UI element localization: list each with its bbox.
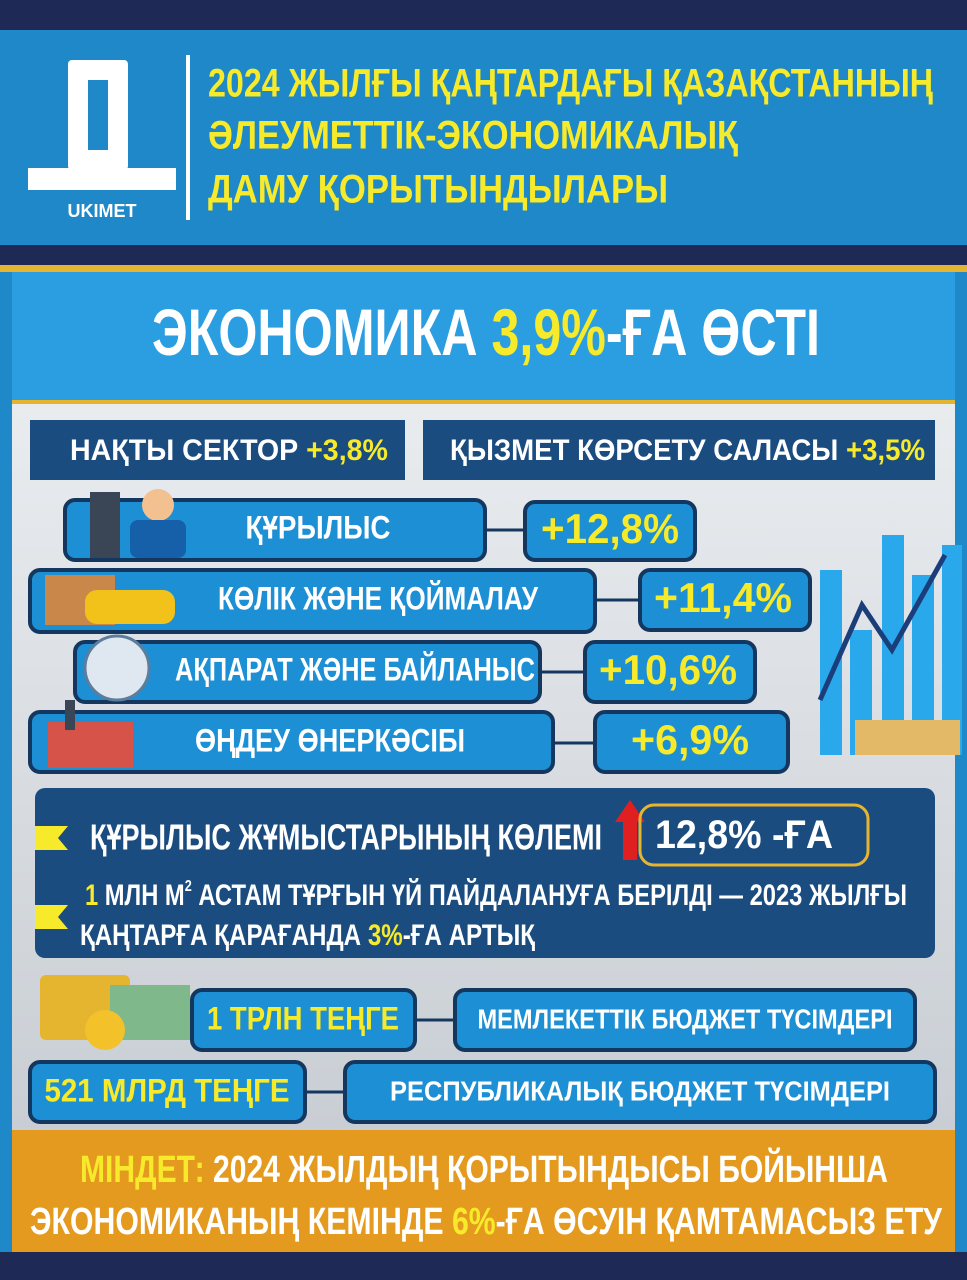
housing-text: АСТАМ ТҰРҒЫН ҮЙ ПАЙДАЛАНУҒА БЕРІЛДІ — 20… <box>192 878 907 912</box>
budget-amount: 521 МЛРД ТЕҢГЕ <box>45 1072 290 1108</box>
arrow-up <box>615 800 645 860</box>
divider <box>0 245 967 265</box>
headline-band <box>12 272 955 400</box>
volume-box <box>638 803 870 867</box>
volume-label: ҚҰРЫЛЫС ЖҰМЫСТАРЫНЫҢ КӨЛЕМІ <box>90 817 602 858</box>
title-line: 2024 ЖЫЛҒЫ ҚАҢТАРДАҒЫ ҚАЗАҚСТАННЫҢ <box>208 62 933 106</box>
industry-value: +12,8% <box>541 505 679 552</box>
housing-line: ҚАҢТАРҒА ҚАРАҒАНДА 3%-ҒА АРТЫҚ <box>80 919 536 952</box>
sector: ҚЫЗМЕТ КӨРСЕТУ САЛАСЫ +3,5% <box>450 434 925 467</box>
flag <box>35 826 68 850</box>
goal-line: ЭКОНОМИКАНЫҢ КЕМІНДЕ 6%-ҒА ӨСУІН ҚАМТАМА… <box>30 1201 942 1243</box>
label-box <box>453 988 917 1052</box>
industry-value: +11,4% <box>654 574 792 621</box>
industry-label: ӨҢДЕУ ӨНЕРКӘСІБІ <box>195 722 465 758</box>
icon-worker <box>142 489 174 521</box>
title-line: ӘЛЕУМЕТТІК-ЭКОНОМИКАЛЫҚ <box>208 114 738 158</box>
logo <box>28 60 176 190</box>
icon-factory <box>48 722 133 768</box>
top-strip <box>0 0 967 30</box>
separator <box>186 55 190 220</box>
industry-value: +10,6% <box>599 646 737 693</box>
industry-label: АҚПАРАТ ЖӘНЕ БАЙЛАНЫС <box>175 651 535 687</box>
goal-text: ЭКОНОМИКАНЫҢ КЕМІНДЕ <box>30 1201 452 1243</box>
value-box <box>638 568 812 632</box>
volume-suffix: -ҒА <box>762 813 833 857</box>
sector-box <box>30 420 405 480</box>
industry-label: КӨЛІК ЖӘНЕ ҚОЙМАЛАУ <box>218 580 539 616</box>
headline-value: 3,9% <box>491 295 605 369</box>
housing-text: МЛН М <box>98 879 185 912</box>
headline-text: ЭКОНОМИКА <box>152 295 491 369</box>
construction-panel <box>35 788 935 958</box>
sector-value: +3,5% <box>846 434 925 467</box>
value-box <box>583 640 757 704</box>
icon-globe <box>83 634 151 702</box>
goal-text: 2024 ЖЫЛДЫҢ ҚОРЫТЫНДЫСЫ БОЙЫНША <box>205 1146 888 1191</box>
icon-truck <box>85 590 175 624</box>
housing-text: -ҒА АРТЫҚ <box>403 919 536 952</box>
value-box <box>593 710 790 774</box>
volume: 12,8% -ҒА <box>655 813 833 857</box>
budget-label: РЕСПУБЛИКАЛЫҚ БЮДЖЕТ ТҮСІМДЕРІ <box>390 1075 890 1106</box>
goal-band <box>12 1130 955 1252</box>
title-line: ДАМУ ҚОРЫТЫНДЫЛАРЫ <box>208 168 668 212</box>
housing-text: 1 <box>85 879 98 912</box>
goal-text: МІНДЕТ: <box>80 1149 205 1191</box>
goal-line: МІНДЕТ: 2024 ЖЫЛДЫҢ ҚОРЫТЫНДЫСЫ БОЙЫНША <box>80 1146 888 1191</box>
housing-line: 1 МЛН М2 АСТАМ ТҰРҒЫН ҮЙ ПАЙДАЛАНУҒА БЕР… <box>85 878 907 912</box>
icon-factory <box>65 700 75 730</box>
sector-label: ҚЫЗМЕТ КӨРСЕТУ САЛАСЫ <box>450 434 846 467</box>
housing-text: 2 <box>185 878 192 895</box>
headline-text: -ҒА ӨСТІ <box>606 295 820 369</box>
goal-text: -ҒА ӨСУІН ҚАМТАМАСЫЗ ЕТУ <box>496 1201 943 1243</box>
sector-box <box>423 420 935 480</box>
logo-label: UKIMET <box>68 201 137 221</box>
icon-building <box>90 492 120 558</box>
icon-worker <box>130 520 186 558</box>
headline: ЭКОНОМИКА 3,9%-ҒА ӨСТІ <box>152 295 820 369</box>
budget-amount: 1 ТРЛН ТЕҢГЕ <box>207 1000 399 1036</box>
value-box <box>523 500 697 562</box>
icon-coins <box>40 975 190 1050</box>
housing-text: 3% <box>368 919 403 952</box>
industry-value: +6,9% <box>631 716 749 763</box>
goal-text: 6% <box>452 1201 496 1243</box>
sector-value: +3,8% <box>306 434 388 467</box>
flag <box>35 905 68 929</box>
sector: НАҚТЫ СЕКТОР +3,8% <box>70 434 388 467</box>
budget-label: МЕМЛЕКЕТТІК БЮДЖЕТ ТҮСІМДЕРІ <box>478 1003 893 1034</box>
gold-line <box>12 400 955 404</box>
decorative-chart <box>817 535 962 755</box>
industry-label: ҚҰРЫЛЫС <box>246 509 391 545</box>
gold-line <box>0 265 967 272</box>
bottom-strip <box>0 1252 967 1280</box>
volume-value: 12,8% <box>655 813 762 857</box>
label-box <box>343 1060 937 1124</box>
housing-text: ҚАҢТАРҒА ҚАРАҒАНДА <box>80 919 368 952</box>
sector-label: НАҚТЫ СЕКТОР <box>70 434 306 467</box>
